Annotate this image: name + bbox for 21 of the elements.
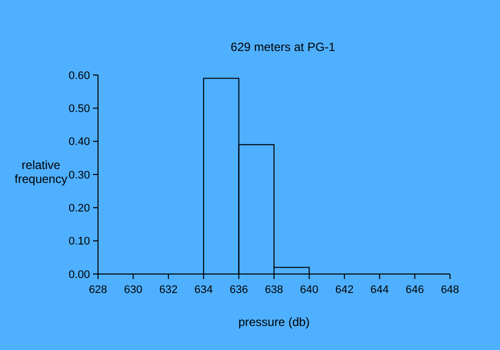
x-tick-label: 638 (264, 284, 284, 296)
y-tick-label: 0.60 (68, 70, 90, 82)
y-tick-label: 0.30 (68, 169, 90, 182)
x-tick-label: 640 (300, 284, 318, 296)
x-tick-label: 636 (230, 284, 248, 296)
x-tick-label: 628 (88, 284, 108, 296)
chart-title: 629 meters at PG-1 (230, 40, 336, 54)
x-tick-label: 634 (194, 284, 213, 296)
x-tick-label: 630 (124, 284, 142, 296)
x-axis-title: pressure (db) (238, 315, 310, 329)
y-tick-label: 0.40 (68, 136, 90, 148)
x-tick-label: 646 (406, 284, 424, 296)
y-tick-label: 0.10 (68, 236, 90, 248)
x-tick-label: 642 (335, 284, 354, 296)
x-tick-label: 644 (370, 284, 389, 296)
y-tick-label: 0.50 (68, 103, 90, 116)
x-tick-label: 632 (159, 284, 178, 296)
y-tick-label: 0.20 (68, 202, 90, 215)
x-tick-label: 648 (440, 284, 460, 296)
y-axis-title: relative frequency (14, 158, 68, 186)
y-tick-label: 0.00 (68, 268, 90, 281)
